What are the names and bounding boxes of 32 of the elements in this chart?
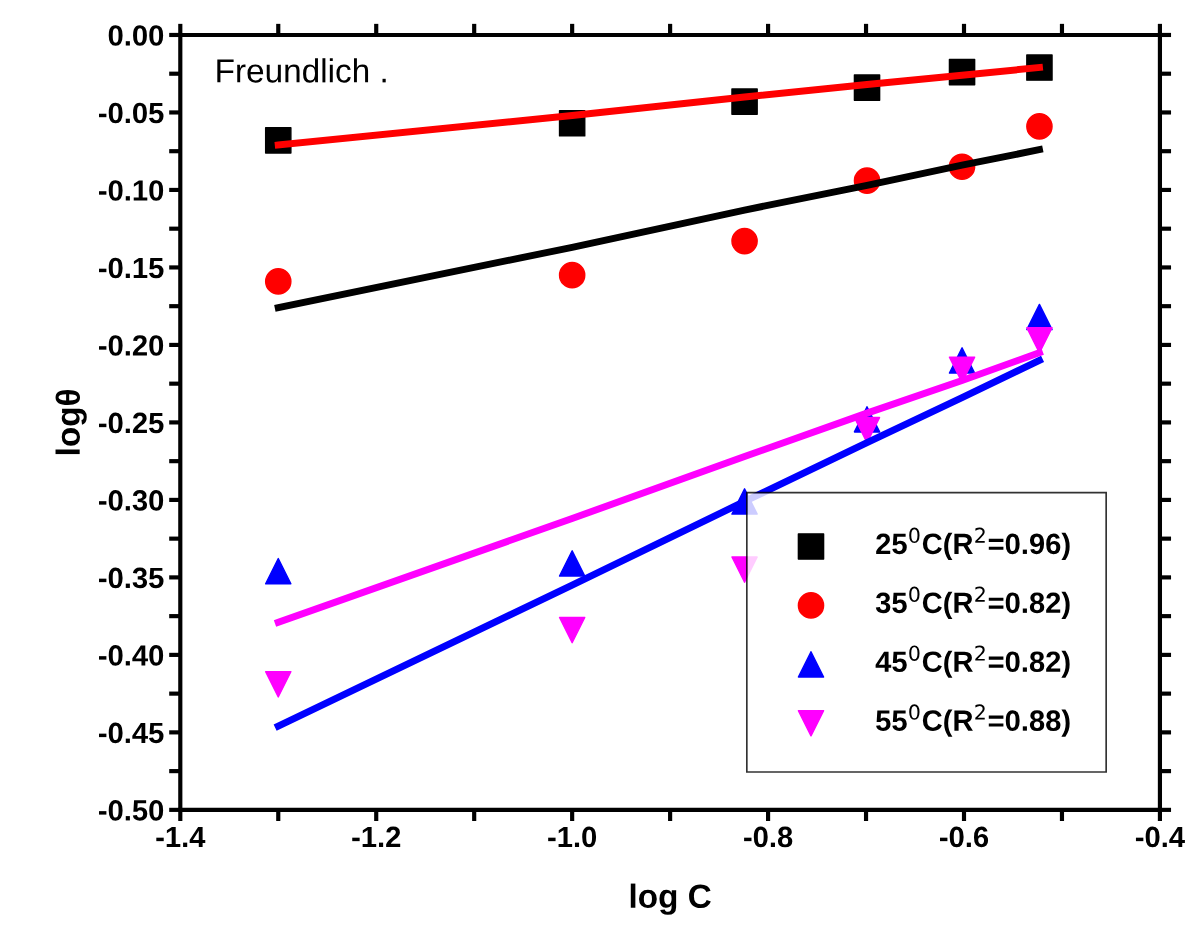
x-tick-label: -0.8 xyxy=(744,826,793,848)
annotation: Freundlich . xyxy=(217,58,386,83)
x-tick-label: -1.0 xyxy=(548,826,597,848)
y-axis-title: logθ xyxy=(55,389,87,455)
legend-label: 25$^{0}$C(R$^{2}$=0.96) xyxy=(876,527,1070,560)
x-tick-label: -1.4 xyxy=(156,826,206,847)
x-axis-title: log C xyxy=(630,883,711,915)
y-tick-label: -0.30 xyxy=(98,490,164,511)
point xyxy=(264,557,292,585)
point xyxy=(558,550,586,577)
y-tick-label: -0.50 xyxy=(98,800,164,821)
point xyxy=(1026,113,1053,140)
point xyxy=(264,268,292,295)
x-tick-label: -1.2 xyxy=(352,826,401,847)
x-tick-label: -0.4 xyxy=(1135,826,1185,848)
y-tick-label: -0.15 xyxy=(98,257,164,279)
point xyxy=(558,261,586,289)
y-tick-label: -0.05 xyxy=(98,102,164,124)
point xyxy=(731,227,758,255)
y-tick-label: 0.00 xyxy=(108,25,164,46)
y-tick-label: -0.10 xyxy=(98,180,164,201)
legend-label: 45$^{0}$C(R$^{2}$=0.82) xyxy=(875,645,1070,678)
legend-label: 55$^{0}$C(R$^{2}$=0.88) xyxy=(876,704,1070,737)
y-tick-label: -0.45 xyxy=(98,722,164,744)
y-tick-label: -0.40 xyxy=(98,645,164,666)
y-tick-label: -0.35 xyxy=(98,567,164,589)
y-tick-label: -0.25 xyxy=(98,412,164,434)
legend-label: 35$^{0}$C(R$^{2}$=0.82) xyxy=(875,586,1070,619)
point xyxy=(264,671,292,698)
y-tick-label: -0.20 xyxy=(98,335,164,356)
point xyxy=(558,616,586,644)
x-tick-label: -0.6 xyxy=(940,826,989,848)
